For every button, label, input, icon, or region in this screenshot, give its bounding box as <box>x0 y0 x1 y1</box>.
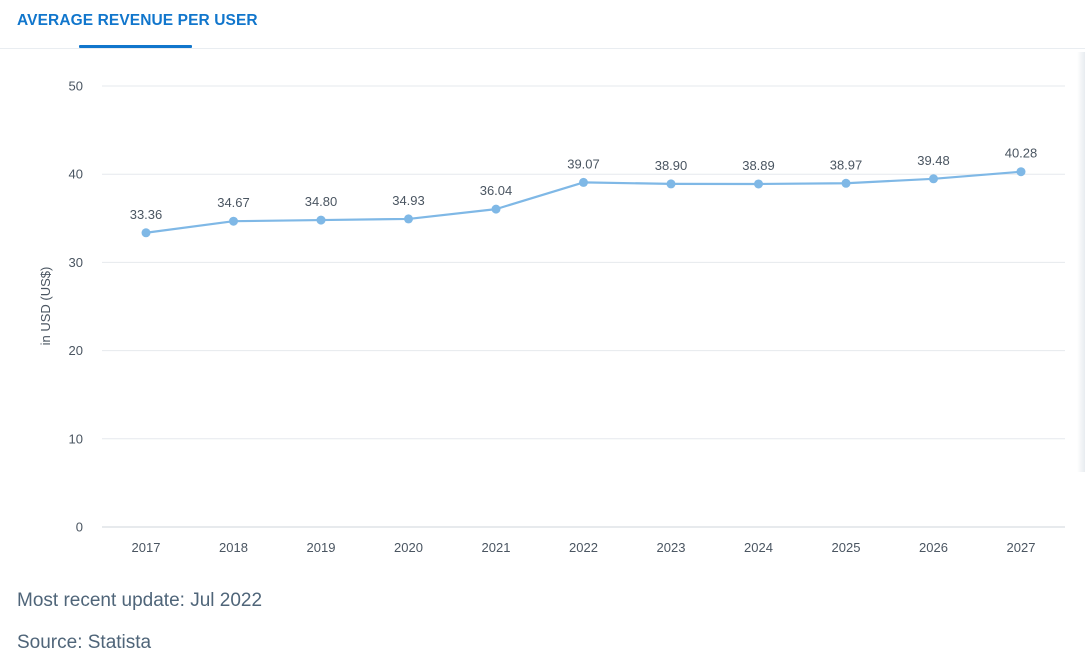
data-label-2023: 38.90 <box>655 158 688 173</box>
data-label-2022: 39.07 <box>567 156 600 171</box>
data-label-2019: 34.80 <box>305 194 338 209</box>
data-points <box>141 167 1026 238</box>
data-label-2024: 38.89 <box>742 158 775 173</box>
y-tick-label: 30 <box>69 255 83 270</box>
tab-average-revenue-per-user[interactable]: AVERAGE REVENUE PER USER <box>17 12 258 29</box>
y-tick-label: 0 <box>76 520 83 535</box>
source-note: Source: Statista <box>17 632 152 653</box>
y-axis-ticks: 0 10 20 30 40 50 <box>69 79 83 535</box>
data-point-2026[interactable] <box>929 174 938 184</box>
tab-bar: AVERAGE REVENUE PER USER <box>0 0 1085 49</box>
x-tick-label: 2026 <box>919 540 948 555</box>
data-point-2024[interactable] <box>754 179 763 189</box>
x-tick-label: 2021 <box>482 540 511 555</box>
data-point-2018[interactable] <box>229 216 238 226</box>
x-axis-ticks: 2017 2018 2019 2020 2021 2022 2023 2024 2025 2026… <box>132 540 1036 555</box>
arpu-line-chart: 0 10 20 30 40 50 2017 2018 2019 2020 2021 2022 2023… <box>38 79 1065 555</box>
data-label-2020: 34.93 <box>392 193 425 208</box>
data-point-2025[interactable] <box>841 178 851 188</box>
y-tick-label: 40 <box>69 167 83 182</box>
data-label-2026: 39.48 <box>917 153 950 168</box>
data-label-2025: 38.97 <box>830 157 863 172</box>
x-tick-label: 2023 <box>657 540 686 555</box>
data-point-2019[interactable] <box>316 215 326 225</box>
y-tick-label: 20 <box>69 343 83 358</box>
data-point-2017[interactable] <box>141 228 151 238</box>
data-label-2027: 40.28 <box>1005 146 1038 161</box>
x-tick-label: 2024 <box>744 540 773 555</box>
gridlines <box>102 85 1065 528</box>
x-tick-label: 2027 <box>1007 540 1036 555</box>
data-label-2018: 34.67 <box>217 195 250 210</box>
data-point-2027[interactable] <box>1016 167 1026 177</box>
data-point-2021[interactable] <box>491 204 501 214</box>
data-point-2022[interactable] <box>579 177 588 187</box>
data-point-2023[interactable] <box>666 179 676 189</box>
last-update-note: Most recent update: Jul 2022 <box>17 590 263 611</box>
x-tick-label: 2020 <box>394 540 423 555</box>
x-tick-label: 2022 <box>569 540 598 555</box>
scroll-shadow <box>1077 52 1085 472</box>
data-point-2020[interactable] <box>404 214 413 224</box>
data-label-2017: 33.36 <box>130 207 163 222</box>
y-tick-label: 50 <box>69 79 83 94</box>
x-tick-label: 2017 <box>132 540 161 555</box>
data-label-2021: 36.04 <box>480 183 513 198</box>
x-tick-label: 2019 <box>307 540 336 555</box>
tab-active-indicator <box>79 45 192 48</box>
y-tick-label: 10 <box>69 431 83 446</box>
y-axis-label: in USD (US$) <box>38 267 53 346</box>
data-labels: 33.36 34.67 34.80 34.93 36.04 39.07 38.90 38.89… <box>130 146 1038 222</box>
x-tick-label: 2025 <box>832 540 861 555</box>
x-tick-label: 2018 <box>219 540 248 555</box>
